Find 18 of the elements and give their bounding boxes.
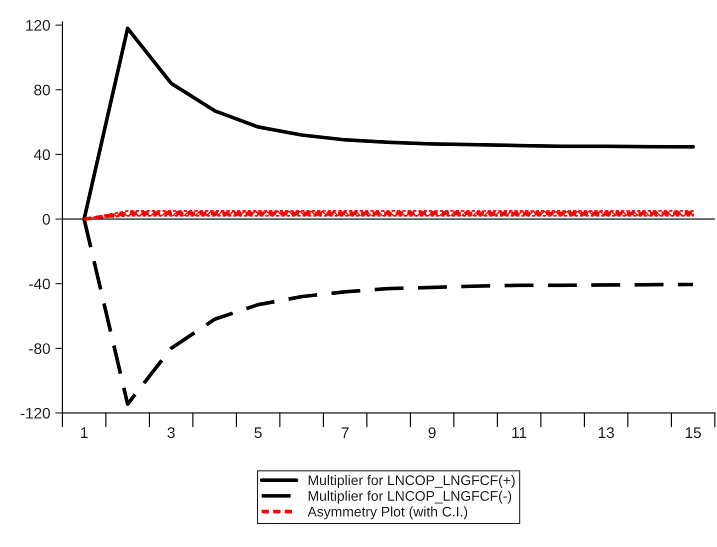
x-tick-label: 7 bbox=[342, 427, 349, 438]
y-tick-label: -40 bbox=[29, 278, 50, 290]
x-tick-label: 13 bbox=[598, 427, 614, 438]
legend-label: Multiplier for LNCOP_LNGFCF(+) bbox=[308, 474, 515, 488]
y-tick-label: 40 bbox=[34, 149, 50, 160]
y-tick-label: 0 bbox=[42, 214, 50, 225]
x-tick-label: 5 bbox=[254, 427, 262, 438]
x-tick-label: 9 bbox=[428, 427, 436, 438]
x-tick-label: 15 bbox=[686, 427, 701, 438]
x-tick-label: 11 bbox=[512, 427, 526, 438]
y-tick-label: 120 bbox=[26, 20, 50, 31]
legend-label: Asymmetry Plot (with C.I.) bbox=[308, 506, 468, 520]
x-tick-label: 1 bbox=[81, 427, 88, 438]
legend-label: Multiplier for LNCOP_LNGFCF(-) bbox=[308, 490, 512, 504]
y-tick-label: -120 bbox=[20, 408, 50, 419]
x-tick-label: 3 bbox=[167, 427, 175, 438]
y-tick-label: -80 bbox=[29, 343, 50, 354]
y-tick-label: 80 bbox=[34, 84, 50, 96]
